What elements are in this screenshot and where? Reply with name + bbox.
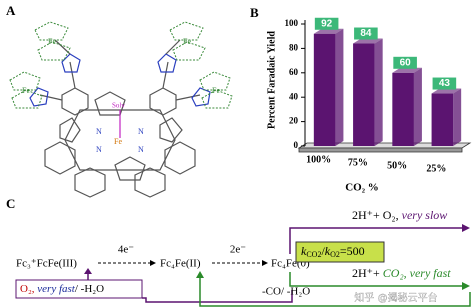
- bar-top: [353, 38, 383, 44]
- ratio-part: CO2: [306, 250, 321, 259]
- x-axis-label: CO₂ %: [345, 182, 379, 194]
- panel-label: C: [6, 196, 15, 211]
- nitrogen-label: N: [138, 127, 144, 136]
- return-part: O₂,: [20, 283, 37, 295]
- reaction-part: 2H⁺+ O₂,: [352, 208, 402, 222]
- y-axis-label: Percent Faradaic Yield: [266, 31, 277, 129]
- bar: [431, 93, 454, 146]
- ratio-part: k: [325, 244, 331, 258]
- bar-side: [413, 67, 422, 146]
- value-label: 92: [321, 18, 333, 29]
- reaction-part: CO₂, very fast: [383, 266, 451, 280]
- ratio: kCO2/kO2=500: [301, 244, 365, 259]
- y-tick-label: 80: [289, 42, 299, 52]
- ratio-part: /: [321, 244, 325, 258]
- x-tick-label: 25%: [426, 163, 446, 174]
- panel-label: B: [250, 5, 259, 20]
- ratio-part: =500: [340, 244, 365, 258]
- ferrocene-label: Fe: [22, 86, 30, 95]
- reaction: 2H⁺+ CO₂, very fast: [352, 266, 451, 280]
- y-tick-label: 60: [289, 67, 299, 77]
- bar: [392, 72, 414, 146]
- value-label-box: [432, 77, 457, 90]
- arrowhead: [150, 260, 156, 266]
- return-part: / -H₂O: [75, 283, 104, 295]
- floor-edge: [298, 147, 463, 153]
- value-label: 60: [400, 57, 412, 68]
- return-box: [15, 279, 143, 299]
- center-metal: Fe: [114, 137, 122, 146]
- x-tick-label: 50%: [387, 160, 407, 171]
- arrowhead: [262, 260, 268, 266]
- bar: [353, 43, 375, 146]
- electron-step: 2e⁻: [230, 244, 246, 256]
- reaction-part: 2H⁺+: [352, 266, 383, 280]
- reaction: 2H⁺+ O₂, very slow: [352, 208, 447, 222]
- bar-side: [453, 88, 462, 146]
- return-label: -CO/ -H₂O: [262, 286, 310, 298]
- nitrogen-label: N: [96, 145, 102, 154]
- value-label-box: [354, 27, 378, 40]
- bar-side: [335, 28, 344, 146]
- ferrocene-label: Fe: [48, 37, 56, 46]
- watermark: 知乎 @揭秘云平台: [354, 291, 437, 304]
- bar-chart: B Percent Faradaic Yield CO₂ % 0 20 40 60 80…: [250, 5, 472, 194]
- value-label-box: [393, 56, 417, 69]
- y-tick-label: 100: [285, 18, 299, 28]
- species: Fc₄Fe(II): [160, 258, 201, 270]
- axial-ligand: Solv: [112, 102, 125, 110]
- return-line: [199, 276, 471, 307]
- molecule: [9, 21, 233, 198]
- panel-label: A: [6, 3, 16, 18]
- arrowhead: [462, 224, 470, 232]
- ratio-part: O2: [330, 250, 340, 259]
- species: Fc₃⁺FcFe(III): [16, 258, 77, 270]
- ferrocene-label: Fe: [183, 37, 191, 46]
- return-part: very fast: [37, 283, 76, 295]
- x-tick-label: 100%: [306, 154, 331, 165]
- electron-step: 4e⁻: [118, 244, 134, 256]
- y-tick-label: 40: [289, 91, 299, 101]
- ratio-part: k: [301, 244, 307, 258]
- arrowhead: [84, 268, 92, 274]
- arrowhead: [196, 271, 204, 278]
- return-line: [142, 290, 293, 303]
- x-tick-label: 75%: [348, 157, 368, 168]
- value-label: 84: [360, 28, 372, 39]
- ratio-box: [295, 241, 385, 263]
- bar: [313, 33, 336, 147]
- bar-top: [392, 67, 422, 73]
- arrowhead: [462, 282, 470, 290]
- path-line: [289, 227, 462, 254]
- ferrocene-label: Fe: [212, 86, 220, 95]
- bar-top: [431, 88, 462, 94]
- return-label: O₂, very fast/ -H₂O: [20, 283, 104, 295]
- value-label-box: [314, 17, 339, 30]
- nitrogen-label: N: [96, 127, 102, 136]
- bar-side: [374, 38, 383, 146]
- y-tick-label: 20: [289, 116, 299, 126]
- reaction-part: very slow: [402, 208, 448, 222]
- value-label: 43: [439, 78, 451, 89]
- y-tick-label: 0: [294, 140, 299, 150]
- nitrogen-label: N: [138, 145, 144, 154]
- path-line: [289, 272, 462, 287]
- bar-top: [313, 28, 344, 34]
